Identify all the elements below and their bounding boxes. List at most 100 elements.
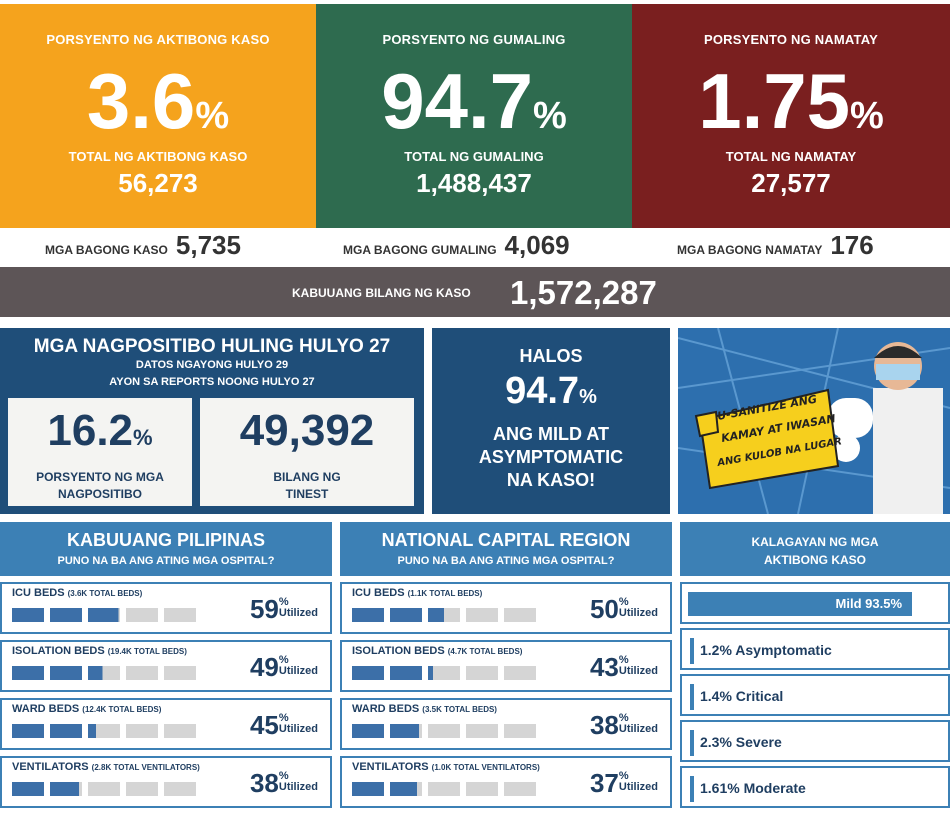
positivity-rate-cell: 16.2% PORSYENTO NG MGA NAGPOSITIBO <box>8 398 192 506</box>
util-bar-segment <box>390 782 422 796</box>
util-row: VENTILATORS (1.0K TOTAL VENTILATORS) 37% U… <box>340 756 672 808</box>
new-deaths: MGA BAGONG NAMATAY 176 <box>677 230 947 266</box>
ncr-subtitle: PUNO NA BA ANG ATING MGA OSPITAL? <box>397 555 615 567</box>
util-bar-segment <box>390 608 422 622</box>
util-bar-segment <box>466 724 498 738</box>
poster-illustration: U-SANITIZE ANG KAMAY AT IWASAN ANG KULOB… <box>678 328 950 514</box>
positivity-rate-label2: NAGPOSITIBO <box>57 487 142 501</box>
util-bar-meter <box>12 724 202 738</box>
new-recovered-label: MGA BAGONG GUMALING <box>343 243 497 257</box>
util-percent: 59% Utilized <box>249 594 318 624</box>
util-row: ICU BEDS (1.1K TOTAL BEDS) 50% Utilized <box>340 582 672 634</box>
positivity-title: MGA NAGPOSITIBO HULING HULYO 27 <box>33 336 391 357</box>
util-bar-segment <box>504 724 536 738</box>
tested-cell: 49,392 BILANG NG TINEST <box>200 398 414 506</box>
util-label: VENTILATORS (2.8K TOTAL VENTILATORS) <box>12 761 200 773</box>
util-bar-segment <box>504 666 536 680</box>
sanitize-poster: U-SANITIZE ANG KAMAY AT IWASAN ANG KULOB… <box>678 328 950 514</box>
active-tile: PORSYENTO NG AKTIBONG KASO 3.6% TOTAL NG… <box>0 4 316 228</box>
util-bar-segment <box>88 724 120 738</box>
new-deaths-label: MGA BAGONG NAMATAY <box>677 243 823 257</box>
recovered-tile: PORSYENTO NG GUMALING 94.7% TOTAL NG GUM… <box>316 4 632 228</box>
mild-line2: ANG MILD AT <box>493 424 609 444</box>
util-bar-segment <box>164 724 196 738</box>
util-bar-segment <box>50 666 82 680</box>
status-item-label: 1.2% Asymptomatic <box>700 642 832 658</box>
util-label: ICU BEDS (1.1K TOTAL BEDS) <box>352 587 483 599</box>
util-bar-segment <box>428 782 460 796</box>
ncr-title: NATIONAL CAPITAL REGION <box>381 530 631 550</box>
util-bar-segment <box>126 724 158 738</box>
util-bar-segment <box>126 666 158 680</box>
deaths-title: PORSYENTO NG NAMATAY <box>704 32 878 47</box>
util-bar-segment <box>164 782 196 796</box>
positivity-line1: DATOS NGAYONG HULYO 29 <box>135 359 289 371</box>
util-bar-segment <box>164 666 196 680</box>
util-bar-segment <box>352 608 384 622</box>
util-bar-segment <box>88 608 120 622</box>
util-percent: 37% Utilized <box>589 768 658 798</box>
status-item-label: 1.4% Critical <box>700 688 784 704</box>
util-bar-segment <box>164 608 196 622</box>
util-bar-meter <box>12 782 202 796</box>
util-bar-segment <box>12 724 44 738</box>
ncr-header: NATIONAL CAPITAL REGION PUNO NA BA ANG A… <box>340 522 672 576</box>
util-label: WARD BEDS (12.4K TOTAL BEDS) <box>12 703 162 715</box>
new-recovered-value: 4,069 <box>504 230 570 260</box>
status-stripe <box>690 638 694 664</box>
new-cases-value: 5,735 <box>175 230 241 260</box>
util-bar-segment <box>12 608 44 622</box>
util-bar-segment <box>428 608 460 622</box>
util-percent: 43% Utilized <box>589 652 658 682</box>
util-bar-segment <box>88 782 120 796</box>
mild-line3: ASYMPTOMATIC <box>478 447 624 467</box>
util-percent: 45% Utilized <box>249 710 318 740</box>
active-pct: 3.6% <box>86 57 230 145</box>
util-bar-segment <box>352 724 384 738</box>
total-cases-label: KABUUANG BILANG NG KASO <box>292 286 471 300</box>
new-deaths-value: 176 <box>830 230 874 260</box>
util-percent: 50% Utilized <box>589 594 658 624</box>
status-stripe <box>690 730 694 756</box>
util-bar-meter <box>352 608 542 622</box>
util-bar-segment <box>126 782 158 796</box>
util-bar-segment <box>466 608 498 622</box>
mild-line1: HALOS <box>519 346 583 366</box>
active-title: PORSYENTO NG AKTIBONG KASO <box>46 32 270 47</box>
util-bar-segment <box>352 666 384 680</box>
util-bar-meter <box>12 666 202 680</box>
recovered-pct: 94.7% <box>381 57 567 145</box>
positivity-rate-label1: PORSYENTO NG MGA <box>36 470 164 484</box>
util-bar-segment <box>466 782 498 796</box>
util-label: ISOLATION BEDS (19.4K TOTAL BEDS) <box>12 645 187 657</box>
util-bar-segment <box>50 724 82 738</box>
util-bar-segment <box>504 782 536 796</box>
tested-label2: TINEST <box>285 487 329 501</box>
status-mild-bar <box>688 592 913 616</box>
util-row: VENTILATORS (2.8K TOTAL VENTILATORS) 38% U… <box>0 756 332 808</box>
deaths-sub: TOTAL NG NAMATAY <box>725 149 857 164</box>
util-bar-segment <box>466 666 498 680</box>
new-recovered: MGA BAGONG GUMALING 4,069 <box>343 230 643 266</box>
recovered-title: PORSYENTO NG GUMALING <box>382 32 566 47</box>
util-percent: 38% Utilized <box>589 710 658 740</box>
util-bar-meter <box>352 782 542 796</box>
util-label: WARD BEDS (3.5K TOTAL BEDS) <box>352 703 497 715</box>
status-item: 2.3% Severe <box>680 720 950 762</box>
util-row: ICU BEDS (3.6K TOTAL BEDS) 59% Utilized <box>0 582 332 634</box>
positivity-line2: AYON SA REPORTS NOONG HULYO 27 <box>109 376 315 388</box>
util-label: VENTILATORS (1.0K TOTAL VENTILATORS) <box>352 761 540 773</box>
util-bar-segment <box>352 782 384 796</box>
util-bar-segment <box>50 782 82 796</box>
positivity-rate: 16.2% <box>47 406 153 455</box>
tested-value: 49,392 <box>239 406 375 455</box>
recovered-num: 1,488,437 <box>416 168 532 198</box>
mild-line4: NA KASO! <box>506 470 596 490</box>
util-bar-segment <box>126 608 158 622</box>
util-label: ICU BEDS (3.6K TOTAL BEDS) <box>12 587 143 599</box>
util-row: WARD BEDS (12.4K TOTAL BEDS) 45% Utilized <box>0 698 332 750</box>
status-item: 1.4% Critical <box>680 674 950 716</box>
util-bar-segment <box>50 608 82 622</box>
util-row: ISOLATION BEDS (4.7K TOTAL BEDS) 43% Utili… <box>340 640 672 692</box>
tested-label1: BILANG NG <box>273 470 341 484</box>
